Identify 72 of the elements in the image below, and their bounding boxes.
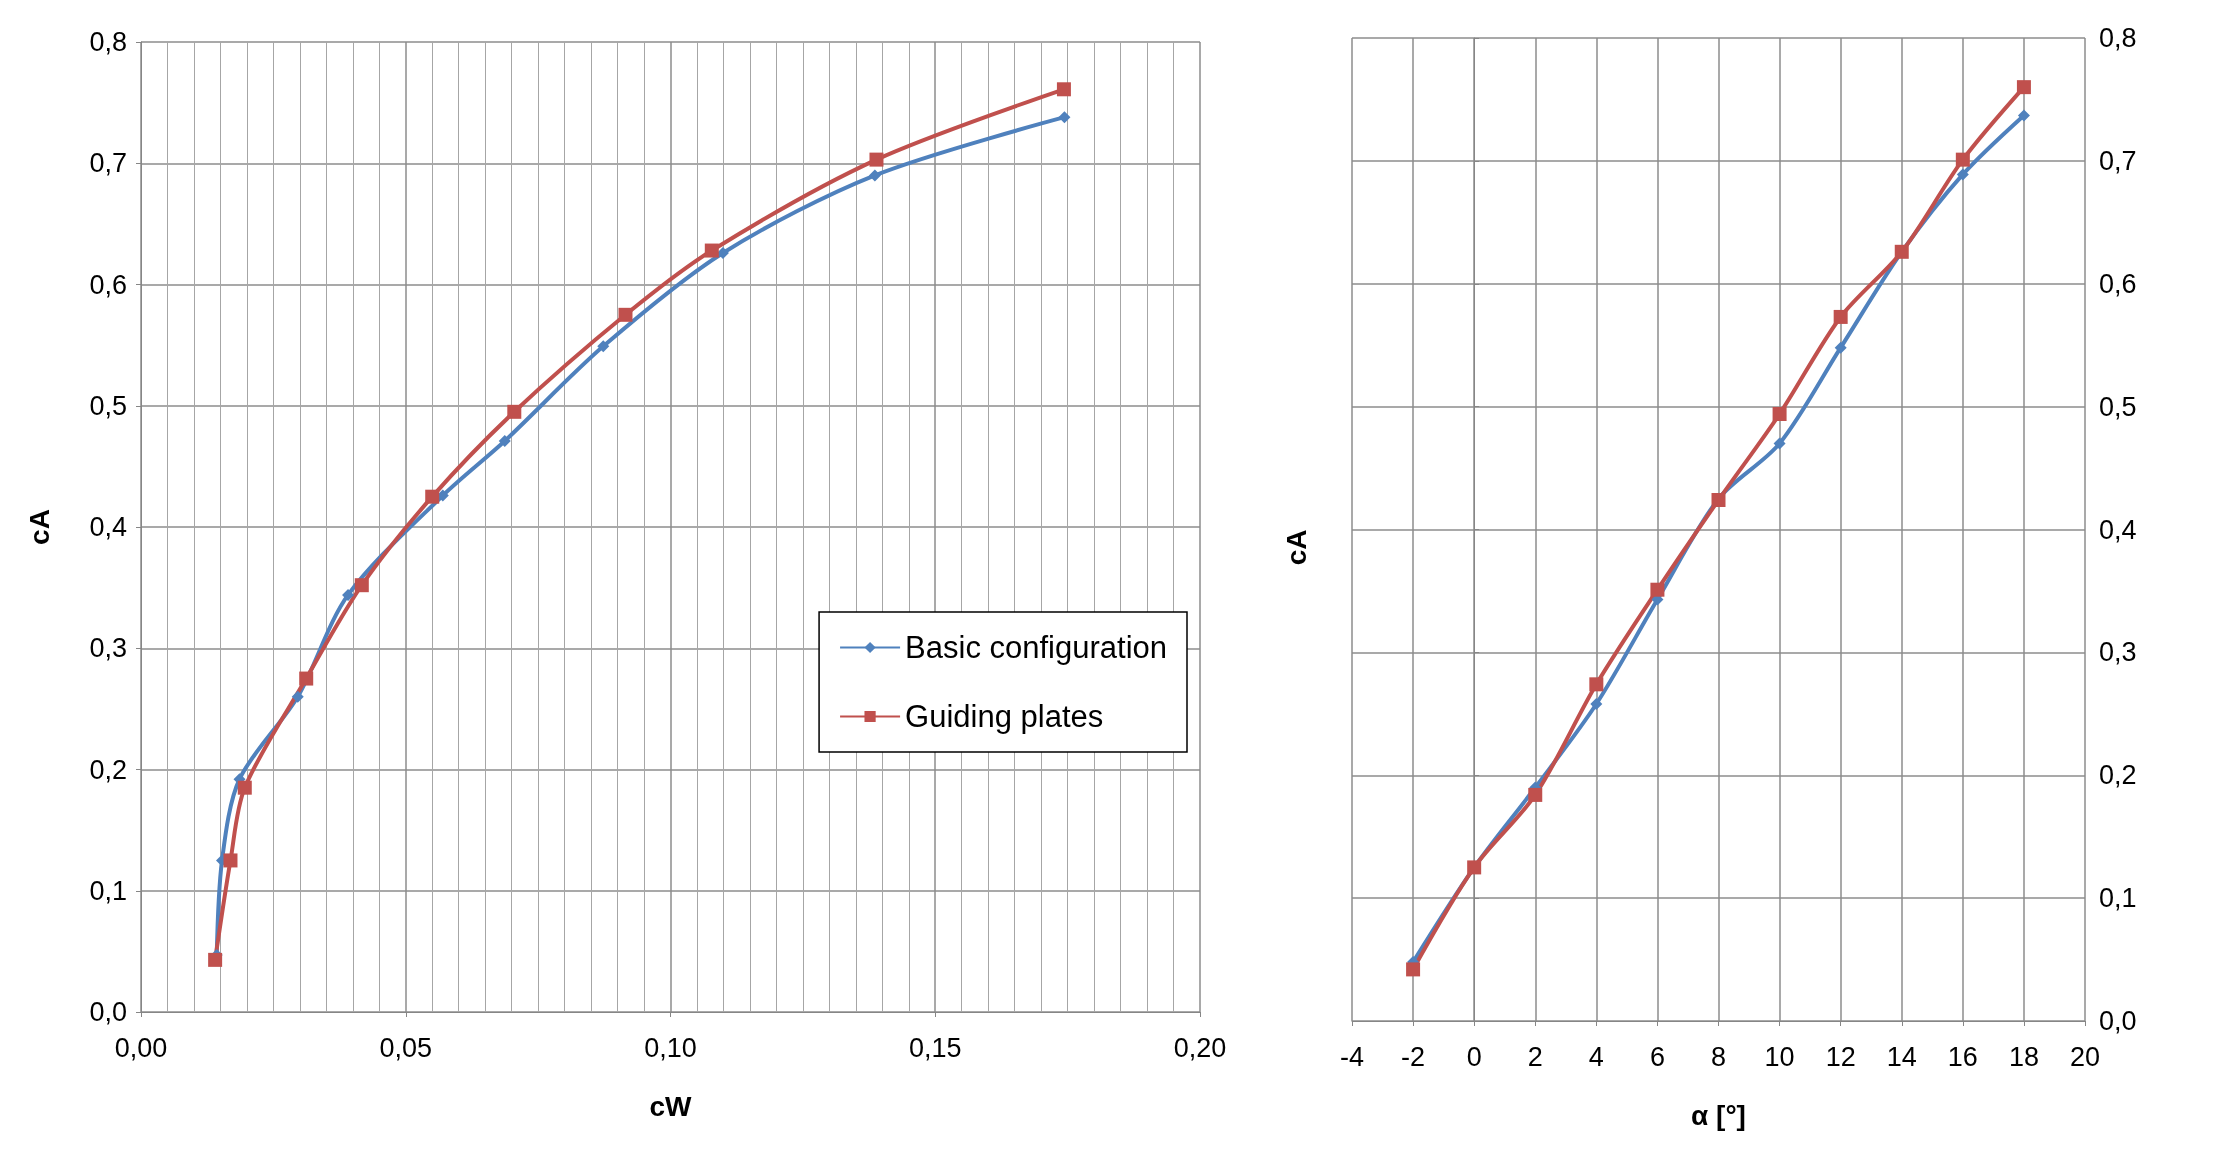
point bbox=[1056, 82, 1071, 97]
y-tick-label: 0,0 bbox=[2099, 1006, 2137, 1036]
x-axis-title: α [°] bbox=[1691, 1099, 1746, 1131]
y-tick-label: 0,7 bbox=[2099, 145, 2137, 176]
point bbox=[1834, 341, 1847, 354]
point bbox=[869, 152, 884, 167]
point bbox=[1528, 787, 1543, 802]
y-tick-label: 0,2 bbox=[89, 754, 127, 785]
point bbox=[1773, 437, 1786, 450]
point bbox=[1772, 407, 1787, 421]
point bbox=[1833, 309, 1848, 324]
x-tick-label: 2 bbox=[1527, 1041, 1543, 1072]
y-tick-label: 0,2 bbox=[2099, 760, 2137, 791]
y-tick-label: 0,5 bbox=[2099, 391, 2137, 422]
point bbox=[704, 243, 719, 258]
x-tick-label: 0,20 bbox=[1173, 1032, 1227, 1063]
y-tick-label: 0,1 bbox=[89, 875, 127, 906]
x-tick-label: 18 bbox=[2008, 1041, 2039, 1072]
y-tick-label: 0,7 bbox=[89, 148, 127, 179]
x-tick-label: 12 bbox=[1825, 1041, 1856, 1072]
x-tick-label: 20 bbox=[2069, 1041, 2101, 1072]
x-tick-label: 0 bbox=[1466, 1041, 1482, 1072]
point bbox=[342, 588, 355, 601]
point bbox=[618, 307, 633, 322]
point bbox=[1406, 962, 1421, 977]
x-tick-label: 0,15 bbox=[908, 1032, 962, 1063]
x-tick-label: 16 bbox=[1947, 1041, 1978, 1072]
point bbox=[507, 404, 522, 419]
x-tick-label: 0,05 bbox=[379, 1032, 433, 1063]
point bbox=[1650, 582, 1665, 597]
x-tick-label: 8 bbox=[1710, 1041, 1727, 1072]
point bbox=[1956, 168, 1969, 181]
x-tick-label: 0,00 bbox=[114, 1032, 168, 1063]
x-tick-label: 6 bbox=[1649, 1041, 1665, 1072]
y-tick-label: 0,6 bbox=[89, 269, 127, 300]
y-axis-title: cA bbox=[23, 509, 55, 545]
point bbox=[1590, 697, 1603, 710]
y-tick-label: 0,4 bbox=[2099, 514, 2137, 545]
x-tick-label: 4 bbox=[1588, 1041, 1604, 1072]
point bbox=[1955, 152, 1970, 167]
x-tick-label: 14 bbox=[1886, 1041, 1917, 1072]
x-tick-label: 0,10 bbox=[644, 1032, 697, 1063]
point bbox=[1589, 677, 1604, 692]
y-tick-label: 0,3 bbox=[89, 633, 127, 664]
y-tick-label: 0,8 bbox=[2099, 23, 2137, 53]
x-tick-label: -4 bbox=[1339, 1041, 1365, 1072]
legend-label: Basic configuration bbox=[905, 630, 1168, 665]
y-tick-label: 0,4 bbox=[89, 512, 127, 542]
x-axis-title: cW bbox=[649, 1090, 693, 1122]
y-tick-label: 0,8 bbox=[89, 27, 127, 57]
point bbox=[597, 340, 610, 353]
y-tick-label: 0,6 bbox=[2099, 268, 2137, 299]
point bbox=[2016, 80, 2031, 95]
point bbox=[498, 434, 511, 447]
point bbox=[237, 780, 252, 795]
y-axis-title: cA bbox=[1280, 529, 1312, 566]
y-tick-label: 0,5 bbox=[89, 390, 127, 421]
point bbox=[299, 671, 314, 686]
point bbox=[291, 690, 304, 703]
point bbox=[354, 578, 369, 593]
y-tick-label: 0,0 bbox=[89, 997, 127, 1027]
x-tick-label: 10 bbox=[1764, 1041, 1795, 1072]
y-tick-label: 0,3 bbox=[2099, 637, 2137, 668]
x-tick-label: -2 bbox=[1401, 1041, 1426, 1072]
point bbox=[208, 952, 223, 967]
point bbox=[868, 169, 881, 182]
point bbox=[425, 489, 440, 504]
point bbox=[2017, 109, 2030, 122]
y-tick-label: 0,1 bbox=[2099, 883, 2137, 914]
point bbox=[223, 853, 238, 868]
legend-label: Guiding plates bbox=[905, 699, 1104, 734]
point bbox=[1058, 111, 1071, 124]
